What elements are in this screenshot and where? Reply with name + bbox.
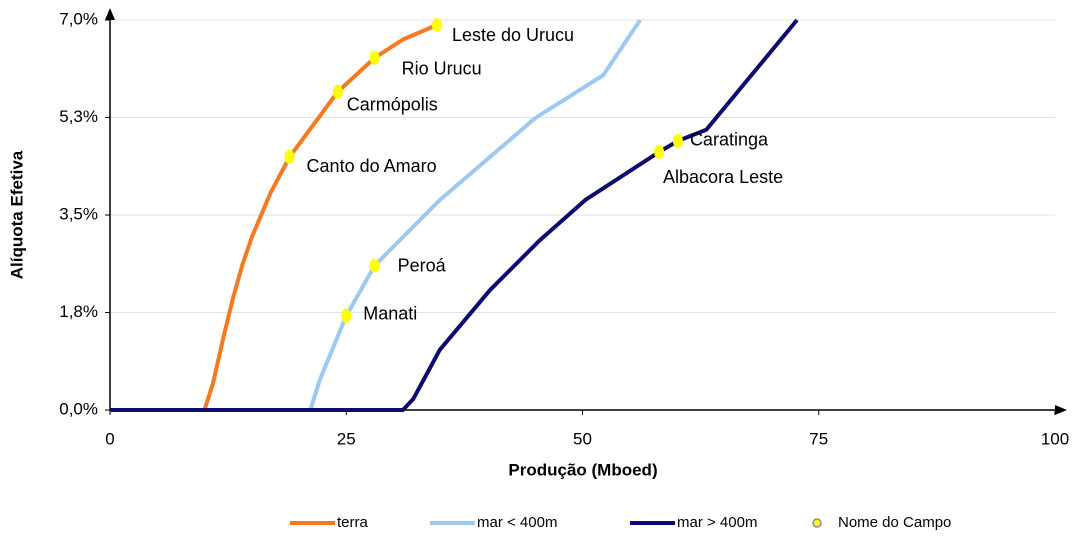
field-point [672,133,683,148]
y-axis-title: Alíquota Efetiva [7,150,26,279]
y-tick-label: 3,5% [59,204,98,223]
field-point [654,145,665,160]
field-label: Carmópolis [347,95,438,115]
x-axis-arrow [1055,405,1067,415]
field-label: Canto do Amaro [307,156,437,176]
field-label: Peroá [398,255,447,275]
series-line [110,23,438,412]
y-axis-arrow [105,8,115,20]
x-tick-label: 0 [105,429,114,448]
legend-label: Nome do Campo [838,514,951,531]
x-tick-label: 100 [1041,429,1069,448]
series-line [110,18,799,412]
legend-marker [812,518,822,528]
legend-label: mar < 400m [477,514,557,531]
y-tick-label: 5,3% [59,107,98,126]
field-label: Caratinga [690,130,769,150]
legend-label: mar > 400m [677,514,757,531]
field-point [341,308,352,323]
x-axis-title: Produção (Mboed) [508,460,657,479]
field-label: Leste do Urucu [452,25,574,45]
field-label: Albacora Leste [663,167,783,187]
field-point [431,18,442,33]
y-tick-label: 1,8% [59,302,98,321]
field-point [284,150,295,165]
x-tick-label: 75 [809,429,828,448]
y-tick-label: 0,0% [59,399,98,418]
legend-label: terra [337,514,369,531]
field-label: Manati [363,304,417,324]
y-tick-label: 7,0% [59,9,98,28]
field-point [369,258,380,273]
x-tick-label: 25 [337,429,356,448]
field-point [369,50,380,65]
x-tick-label: 50 [573,429,592,448]
field-point [332,84,343,99]
field-label: Rio Urucu [402,59,482,79]
